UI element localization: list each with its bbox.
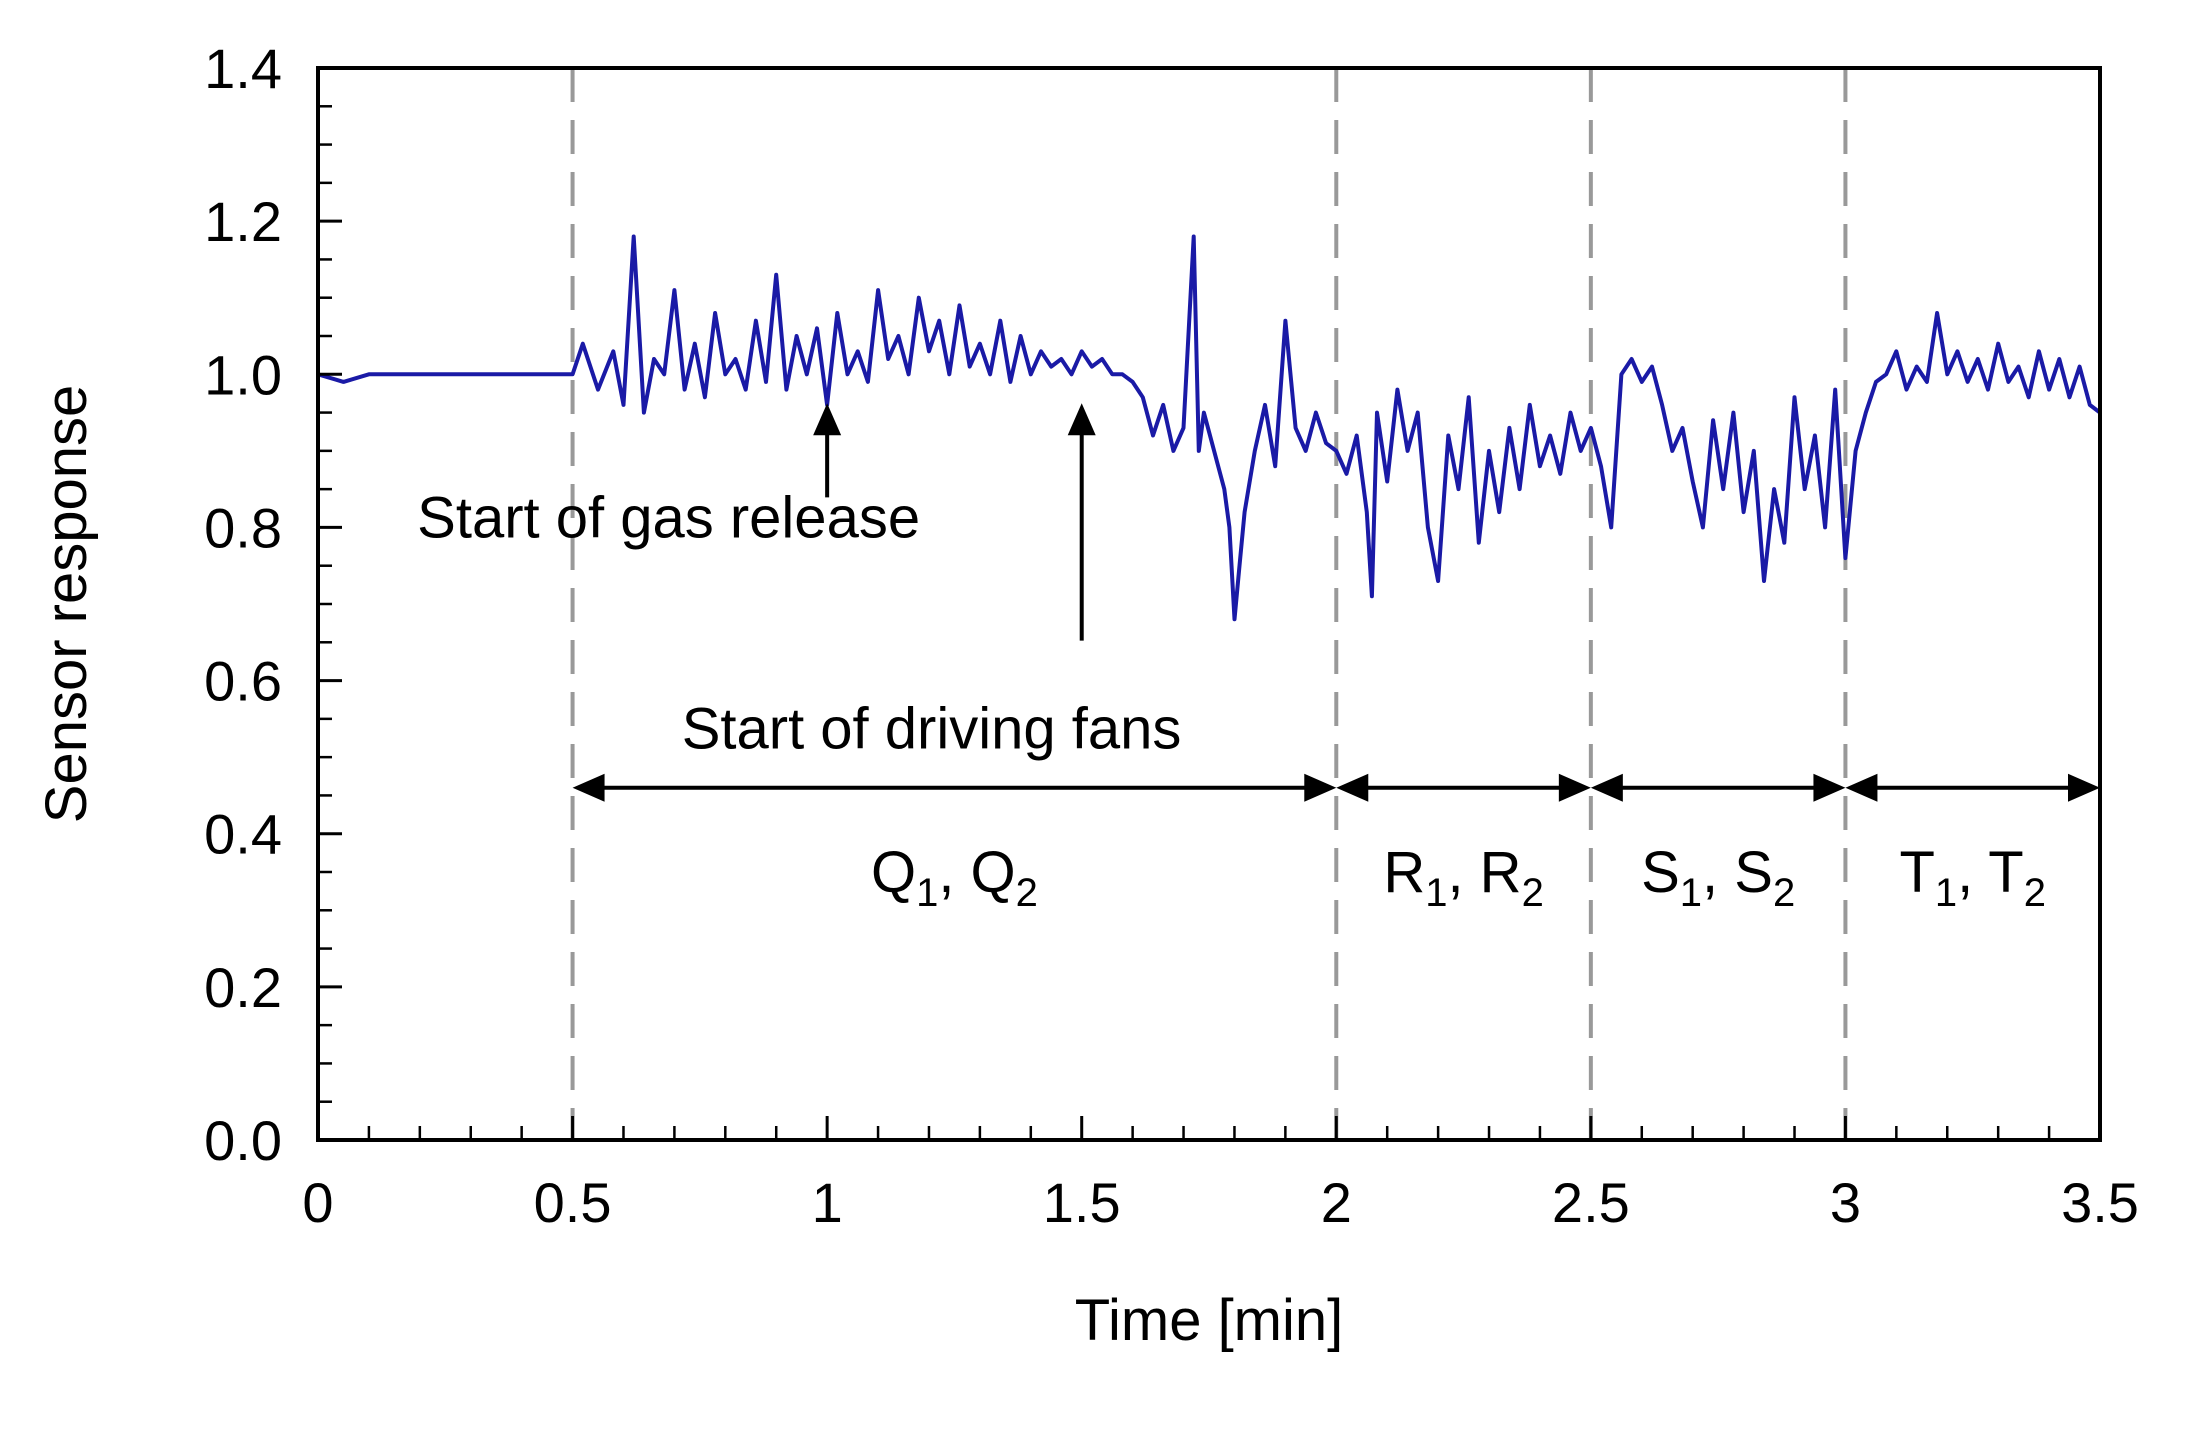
segment-label-base: T xyxy=(1899,840,1934,905)
axis-labels: 0 0.5 1 1.5 2 2.5 3 3.5 0.0 0.2 0.4 0.6 0.8 1.0 1.2 1.4 xyxy=(204,37,2139,1234)
plot-area-frame xyxy=(316,66,2102,1142)
segment-arrow-head-left xyxy=(1336,773,1369,802)
segment-arrow-head-left xyxy=(1845,773,1878,802)
x-tick-label: 0.5 xyxy=(534,1171,612,1234)
segment-label-base: , S xyxy=(1702,840,1773,905)
series-line-sensor-response xyxy=(317,234,2102,622)
x-tick-label: 3.5 xyxy=(2061,1171,2139,1234)
x-tick-label: 1.5 xyxy=(1043,1171,1121,1234)
x-tick-label: 3 xyxy=(1830,1171,1861,1234)
x-tick-label: 2 xyxy=(1321,1171,1352,1234)
y-tick-label: 0.8 xyxy=(204,496,282,559)
segment-label-subscript: 2 xyxy=(1773,871,1795,915)
segment-label-base: R xyxy=(1383,840,1425,905)
phase-segments: Q1, Q2 R1, R2 S1, S2 T1, T2 xyxy=(572,773,2100,915)
segment-label: T1, T2 xyxy=(1899,840,2046,915)
segment-label-base: , Q xyxy=(938,840,1015,905)
segment-label-subscript: 2 xyxy=(2024,871,2046,915)
annotation-arrow-head xyxy=(813,403,842,436)
segment-label-base: Q xyxy=(871,840,916,905)
data-series xyxy=(317,234,2102,622)
x-tick-label: 1 xyxy=(812,1171,843,1234)
segment-label-subscript: 2 xyxy=(1522,871,1544,915)
phase-divider-lines xyxy=(570,68,1848,1140)
segment-label-subscript: 1 xyxy=(1680,871,1702,915)
annotation-gas-release: Start of gas release xyxy=(417,485,920,550)
segment-label-base: S xyxy=(1641,840,1680,905)
segment-arrow-head-left xyxy=(1590,773,1623,802)
segment-label-subscript: 1 xyxy=(916,871,938,915)
annotations: Start of gas release Start of driving fan… xyxy=(417,403,1182,762)
segment-label: S1, S2 xyxy=(1641,840,1795,915)
annotation-arrow-head xyxy=(1067,403,1096,436)
y-tick-label: 0.2 xyxy=(204,956,282,1019)
annotation-driving-fans: Start of driving fans xyxy=(682,697,1182,762)
segment-arrow-head-right xyxy=(1304,773,1337,802)
segment-label-base: , R xyxy=(1447,840,1521,905)
segment-label-subscript: 1 xyxy=(1425,871,1447,915)
y-tick-label: 0.6 xyxy=(204,650,282,713)
y-tick-label: 1.2 xyxy=(204,190,282,253)
segment-label-base: , T xyxy=(1957,840,2024,905)
x-tick-label: 2.5 xyxy=(1552,1171,1630,1234)
segment-label: Q1, Q2 xyxy=(871,840,1038,915)
x-tick-label: 0 xyxy=(302,1171,333,1234)
segment-arrow-head-right xyxy=(1813,773,1846,802)
y-tick-label: 1.0 xyxy=(204,343,282,406)
segment-label-subscript: 1 xyxy=(1935,871,1957,915)
y-axis-title: Sensor response xyxy=(34,385,99,823)
segment-arrow-head-right xyxy=(2068,773,2100,802)
segment-label: R1, R2 xyxy=(1383,840,1544,915)
segment-label-subscript: 2 xyxy=(1016,871,1038,915)
y-tick-label: 1.4 xyxy=(204,37,282,100)
y-tick-label: 0.4 xyxy=(204,803,282,866)
y-tick-label: 0.0 xyxy=(204,1109,282,1172)
segment-arrow-head-right xyxy=(1558,773,1591,802)
segment-arrow-head-left xyxy=(572,773,605,802)
x-axis-title: Time [min] xyxy=(1075,1288,1344,1353)
axis-ticks xyxy=(316,66,2102,1142)
